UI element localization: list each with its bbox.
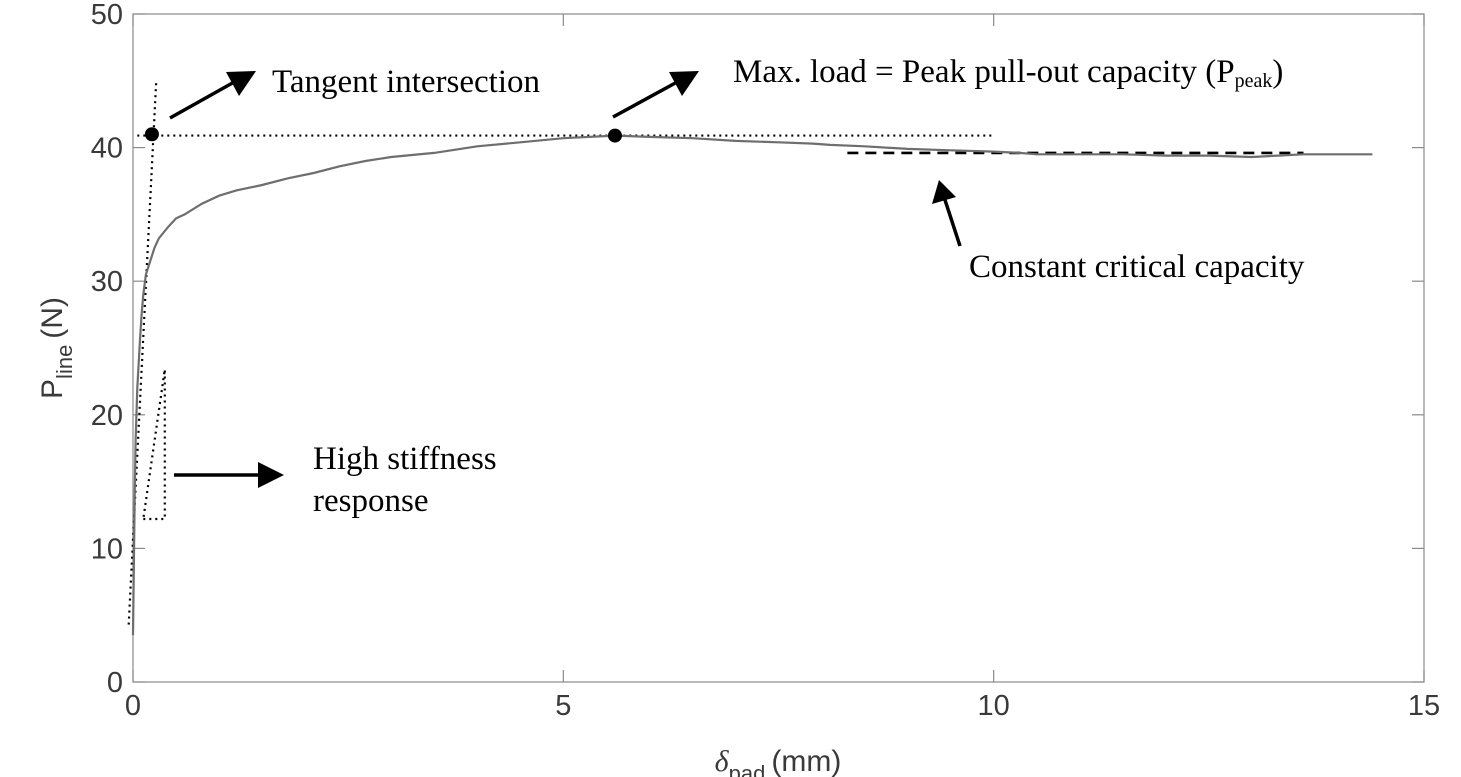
- y-tick-label: 40: [91, 133, 123, 165]
- x-tick-label: 5: [555, 690, 571, 722]
- axis-tick-labels: 0 5 10 15 0 10 20 30 40 50: [91, 0, 1440, 722]
- annotation-peak-close: ): [1272, 54, 1283, 90]
- y-tick-label: 30: [91, 266, 123, 298]
- annotation-critical: Constant critical capacity: [969, 249, 1305, 285]
- annotation-peak-main: Max. load = Peak pull-out capacity (P: [733, 54, 1235, 90]
- y-tick-label: 0: [107, 667, 123, 699]
- y-tick-label: 50: [91, 0, 123, 31]
- peak-marker: [607, 128, 622, 143]
- x-tick-label: 0: [125, 690, 141, 722]
- annotation-stiffness-line1: High stiffness: [313, 441, 497, 477]
- x-axis-title: δpad (mm): [715, 745, 842, 777]
- x-axis-unit: (mm): [771, 745, 841, 777]
- stiffness-arrow: [174, 462, 284, 488]
- tangent-intersection-marker: [144, 127, 159, 142]
- peak-arrow: [612, 71, 699, 119]
- annotation-stiffness-line2: response: [313, 483, 428, 519]
- x-tick-label: 15: [1408, 690, 1440, 722]
- annotation-peak-subscript: peak: [1235, 70, 1273, 92]
- y-axis-title: Pline (N): [36, 297, 77, 399]
- data-markers: [144, 127, 622, 143]
- x-axis-symbol: δ: [715, 745, 730, 777]
- x-axis-symbol-subscript: pad: [729, 761, 766, 777]
- y-tick-label: 20: [91, 400, 123, 432]
- y-tick-label: 10: [91, 533, 123, 565]
- axis-ticks: [132, 13, 1425, 683]
- y-axis-symbol: P: [36, 379, 69, 399]
- annotation-tangent: Tangent intersection: [272, 64, 540, 100]
- plot-area-frame: [132, 13, 1425, 683]
- annotation-arrows: [169, 71, 962, 488]
- annotation-peak: Max. load = Peak pull-out capacity (Ppea…: [733, 54, 1283, 92]
- stiffness-triangle: [142, 369, 166, 521]
- series-line: [131, 134, 1373, 636]
- y-axis-symbol-subscript: line: [52, 345, 77, 379]
- critical-arrow: [932, 180, 962, 247]
- guide-lines: [127, 80, 1304, 625]
- y-axis-unit: (N): [36, 297, 69, 339]
- x-tick-label: 10: [978, 690, 1010, 722]
- tangent-arrow: [169, 71, 256, 120]
